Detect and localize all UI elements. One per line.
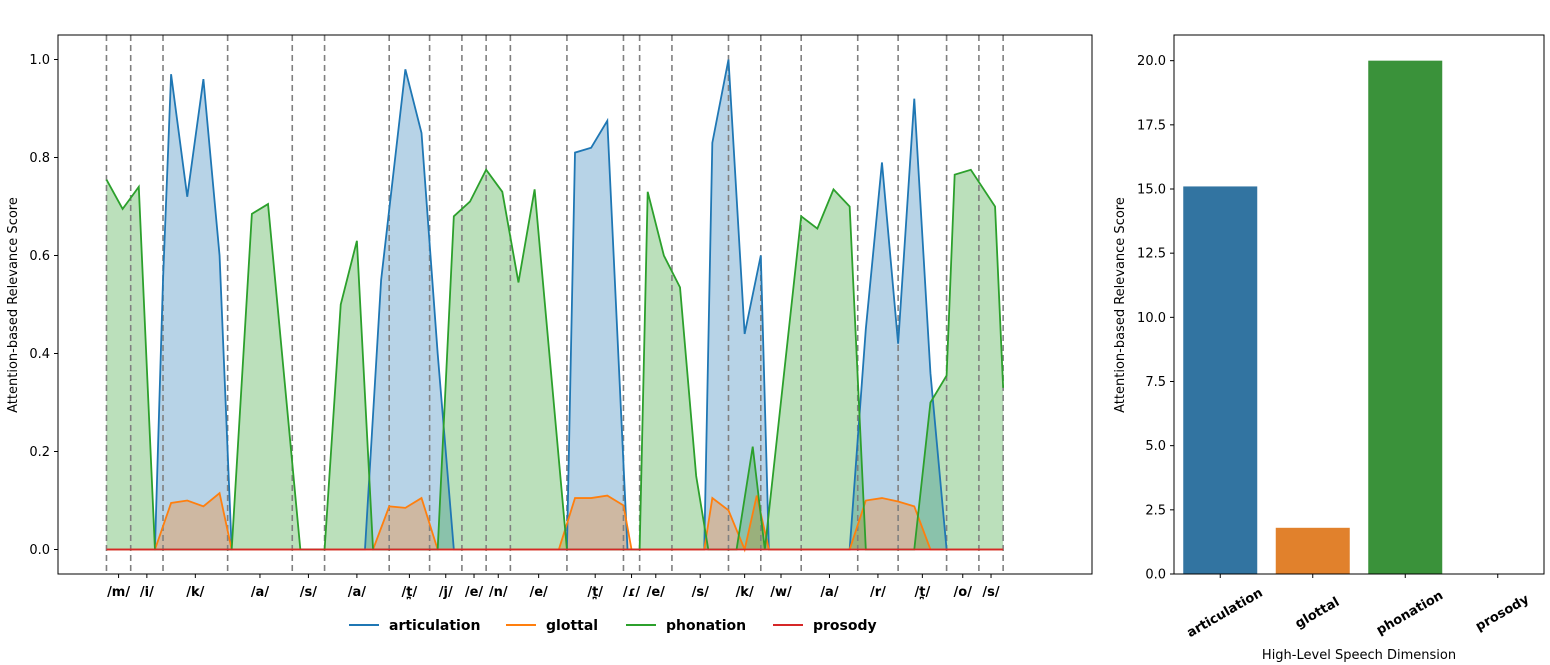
y-tick-label: 5.0 — [1145, 439, 1166, 454]
area-glottal — [106, 493, 1004, 550]
phoneme-label: /k/ — [186, 585, 204, 600]
y-tick-label: 0.2 — [29, 445, 50, 460]
x-tick-label-glottal: glottal — [1293, 595, 1342, 632]
legend-label-phonation: phonation — [666, 618, 746, 634]
phoneme-label: /t̪/ — [587, 585, 603, 600]
phoneme-label: /e/ — [465, 585, 484, 600]
area-phonation — [106, 169, 1004, 550]
y-tick-label: 0.6 — [29, 249, 50, 264]
right-plot-frame — [1173, 34, 1545, 575]
phoneme-label: /ɾ/ — [623, 585, 640, 600]
phoneme-label: /m/ — [107, 585, 130, 600]
series-lines — [105, 59, 1005, 553]
bar-glottal — [1275, 527, 1350, 574]
phoneme-label: /i/ — [140, 585, 154, 600]
phoneme-label: /a/ — [251, 585, 270, 600]
line-glottal — [106, 491, 1004, 553]
phoneme-label: /e/ — [529, 585, 548, 600]
right-x-ticks: articulation glottal phonation prosody — [1184, 574, 1532, 641]
y-tick-label: 1.0 — [29, 53, 50, 68]
phoneme-label: /a/ — [348, 585, 367, 600]
y-tick-label: 12.5 — [1137, 247, 1166, 262]
x-tick-label-phonation: phonation — [1374, 588, 1446, 638]
legend: articulation glottal phonation prosody — [349, 618, 877, 634]
bars — [1183, 60, 1443, 574]
legend-label-prosody: prosody — [813, 618, 877, 634]
phoneme-label: /e/ — [647, 585, 666, 600]
line-articulation — [106, 59, 1004, 551]
bar-articulation — [1183, 186, 1258, 574]
y-tick-label: 20.0 — [1137, 54, 1166, 69]
phoneme-label: /j/ — [439, 585, 453, 600]
y-tick-label: 2.5 — [1145, 503, 1166, 518]
phoneme-label: /t̪/ — [402, 585, 418, 600]
right-x-axis-title: High-Level Speech Dimension — [1262, 648, 1456, 663]
right-y-axis-title: Attention-based Relevance Score — [1113, 197, 1128, 413]
bar-phonation — [1368, 60, 1443, 574]
y-tick-label: 17.5 — [1137, 118, 1166, 133]
dimension-bar-chart: 0.0 2.5 5.0 7.5 10.0 12.5 15.0 17.5 20.0 articul… — [1113, 34, 1545, 663]
phoneme-labels: /m/ /i/ /k/ /a/ /s/ /a/ /t̪/ /j/ /e/ /n/ /e/ /t̪/ /ɾ… — [107, 574, 1000, 600]
legend-label-glottal: glottal — [546, 618, 598, 634]
phoneme-label: /o/ — [954, 585, 973, 600]
y-tick-label: 15.0 — [1137, 183, 1166, 198]
series-areas — [106, 59, 1004, 550]
phoneme-label: /s/ — [692, 585, 709, 600]
right-y-ticks: 0.0 2.5 5.0 7.5 10.0 12.5 15.0 17.5 20.0 — [1137, 54, 1174, 583]
phoneme-label: /s/ — [300, 585, 317, 600]
phoneme-label: /w/ — [770, 585, 792, 600]
left-plot-frame — [57, 34, 1093, 575]
legend-label-articulation: articulation — [389, 618, 480, 634]
y-tick-label: 0.0 — [29, 543, 50, 558]
y-tick-label: 0.8 — [29, 151, 50, 166]
phoneme-label: /r/ — [870, 585, 886, 600]
y-tick-label: 10.0 — [1137, 311, 1166, 326]
y-tick-label: 0.4 — [29, 347, 50, 362]
phoneme-label: /a/ — [820, 585, 839, 600]
phoneme-label: /t̪/ — [915, 585, 931, 600]
left-y-ticks: 0.0 0.2 0.4 0.6 0.8 1.0 — [29, 53, 58, 558]
phoneme-label: /s/ — [982, 585, 999, 600]
phoneme-label: /n/ — [489, 585, 508, 600]
area-articulation — [106, 59, 1004, 550]
y-tick-label: 0.0 — [1145, 568, 1166, 583]
phoneme-relevance-chart: 0.0 0.2 0.4 0.6 0.8 1.0 /m/ /i/ /k/ /a/ /s/ /a/ /t̪… — [6, 34, 1093, 634]
x-tick-label-prosody: prosody — [1473, 592, 1532, 635]
left-y-axis-title: Attention-based Relevance Score — [6, 197, 21, 413]
x-tick-label-articulation: articulation — [1184, 586, 1265, 641]
phoneme-label: /k/ — [736, 585, 754, 600]
y-tick-label: 7.5 — [1145, 375, 1166, 390]
